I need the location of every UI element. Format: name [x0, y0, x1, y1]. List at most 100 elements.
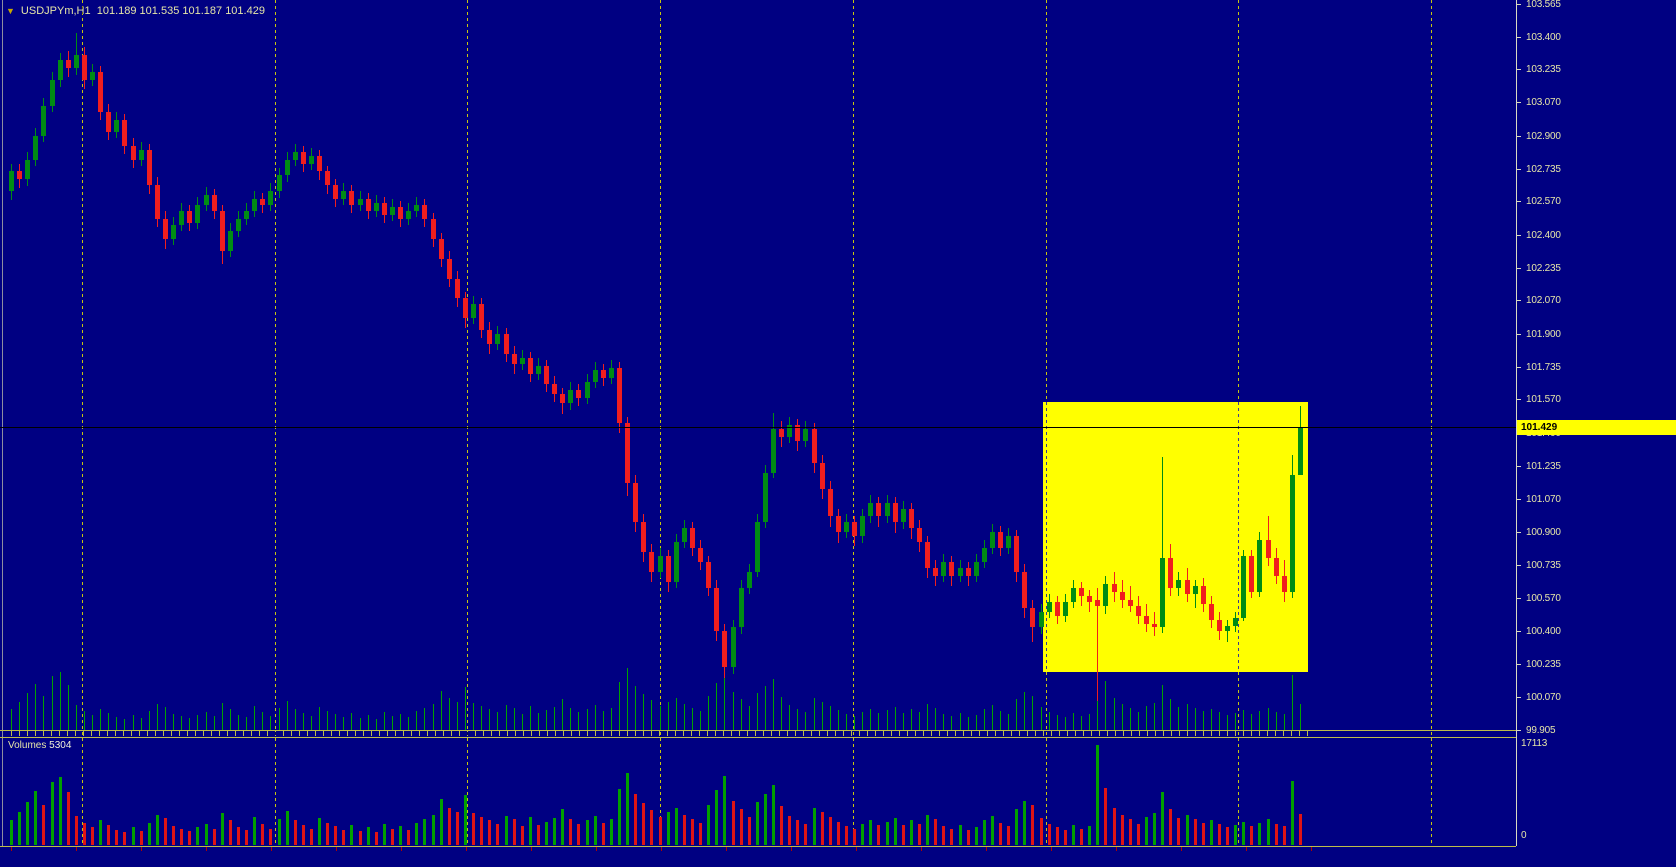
volume-bar	[18, 812, 21, 845]
volume-bar	[934, 819, 937, 845]
volume-bar	[75, 816, 78, 845]
volume-pane-bottom-frame	[0, 846, 1516, 847]
price-axis-label: 103.400	[1526, 32, 1561, 43]
volume-bar	[383, 824, 386, 845]
price-axis-label: 101.735	[1526, 362, 1561, 373]
price-axis-label: 102.900	[1526, 131, 1561, 142]
volume-bar	[123, 832, 126, 845]
candle	[1266, 540, 1271, 558]
volume-bar	[1226, 827, 1229, 845]
candle	[277, 175, 282, 191]
volume-bar	[959, 825, 962, 845]
candle	[674, 542, 679, 582]
in-chart-volume-bar	[887, 710, 888, 730]
volume-bar	[723, 776, 726, 845]
candle	[949, 562, 954, 576]
volume-bar	[302, 825, 305, 845]
in-chart-volume-bar	[287, 701, 288, 730]
in-chart-volume-bar	[562, 699, 563, 730]
volume-bar	[213, 829, 216, 845]
volume-bar	[634, 794, 637, 845]
candle	[414, 205, 419, 211]
candle	[252, 199, 257, 211]
candle	[852, 522, 857, 536]
in-chart-volume-bar	[400, 714, 401, 730]
volume-bar	[529, 817, 532, 845]
candle	[536, 366, 541, 374]
candle	[836, 516, 841, 532]
volume-bar	[942, 826, 945, 845]
in-chart-volume-bar	[708, 696, 709, 730]
volume-bar	[51, 782, 54, 845]
in-chart-volume-bar	[911, 709, 912, 730]
volume-bar	[910, 820, 913, 845]
candle	[585, 382, 590, 398]
highlight-rectangle-object[interactable]	[1043, 402, 1308, 672]
candle	[1233, 618, 1238, 626]
in-chart-volume-bar	[1187, 704, 1188, 730]
in-chart-volume-bar	[716, 683, 717, 730]
candle	[333, 185, 338, 199]
candle	[390, 207, 395, 215]
candle	[406, 211, 411, 219]
candle	[544, 366, 549, 384]
time-axis[interactable]: 30 Jun 201630 Jun 22:001 Jul 06:001 Jul …	[0, 846, 1676, 867]
candle	[439, 239, 444, 259]
in-chart-volume-bar	[376, 719, 377, 730]
in-chart-volume-bar	[197, 715, 198, 730]
candle	[1006, 536, 1011, 548]
volume-bar	[894, 818, 897, 845]
candle	[33, 136, 38, 160]
candle	[179, 211, 184, 225]
symbol-dropdown-icon[interactable]: ▼	[6, 6, 15, 16]
candle	[422, 205, 427, 219]
in-chart-volume-bar	[724, 671, 725, 730]
in-chart-volume-bar	[465, 687, 466, 730]
candle	[747, 572, 752, 588]
candle	[925, 542, 930, 568]
candle	[1274, 558, 1279, 576]
in-chart-volume-bar	[11, 709, 12, 730]
pane-separator-line[interactable]	[0, 737, 1516, 738]
volume-bar	[10, 820, 13, 845]
in-chart-volume-bar	[903, 713, 904, 730]
candle	[560, 394, 565, 403]
candle	[941, 562, 946, 576]
candle	[1144, 616, 1149, 624]
in-chart-volume-bar	[1259, 711, 1260, 730]
time-tick	[531, 847, 532, 851]
volume-bar	[1218, 824, 1221, 845]
in-chart-volume-bar	[968, 717, 969, 730]
in-chart-volume-bar	[35, 684, 36, 730]
in-chart-volume-bar	[43, 696, 44, 730]
candle	[714, 588, 719, 631]
volume-bar	[221, 813, 224, 845]
in-chart-volume-bar	[643, 694, 644, 730]
in-chart-volume-bar	[951, 716, 952, 730]
candle	[1225, 626, 1230, 631]
candle	[122, 120, 127, 146]
in-chart-volume-bar	[1162, 685, 1163, 730]
in-chart-volume-bar	[603, 711, 604, 730]
in-chart-volume-bar	[1073, 713, 1074, 730]
ohlc-values: 101.189 101.535 101.187 101.429	[96, 5, 265, 17]
time-tick	[271, 847, 272, 851]
in-chart-volume-bar	[27, 693, 28, 730]
price-axis-label: 103.070	[1526, 97, 1561, 108]
in-chart-volume-bar	[757, 693, 758, 730]
in-chart-volume-bar	[984, 709, 985, 730]
volume-bar	[310, 829, 313, 845]
volume-bar	[148, 823, 151, 845]
price-tick	[1516, 102, 1521, 103]
candle	[1120, 592, 1125, 600]
in-chart-volume-bar	[424, 708, 425, 730]
candle	[731, 627, 736, 667]
in-chart-volume-bar	[206, 712, 207, 730]
in-chart-volume-bar	[92, 715, 93, 730]
in-chart-volume-bar	[173, 714, 174, 730]
price-tick	[1516, 201, 1521, 202]
in-chart-volume-bar	[1130, 708, 1131, 730]
candle	[1290, 475, 1295, 592]
volume-bar	[350, 825, 353, 845]
in-chart-volume-bar	[1089, 714, 1090, 730]
